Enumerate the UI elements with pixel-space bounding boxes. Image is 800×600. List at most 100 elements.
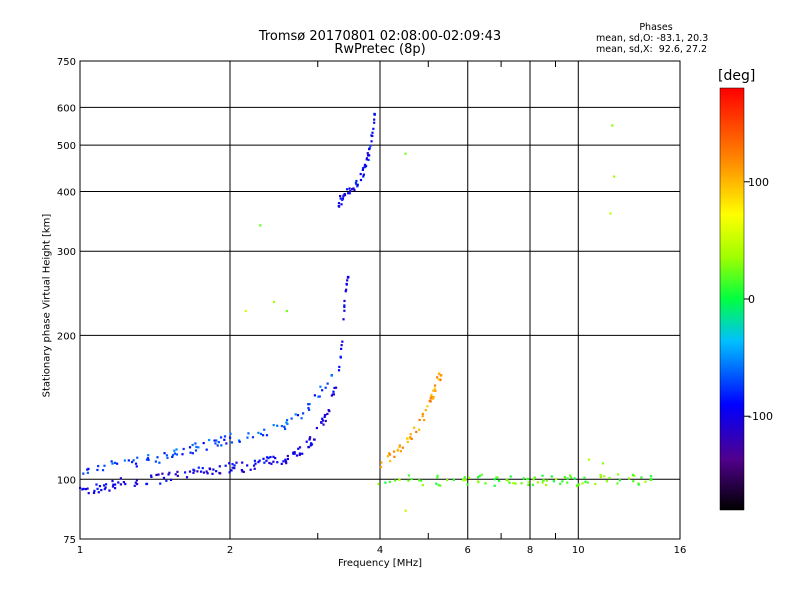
- scatter-point: [216, 444, 219, 447]
- scatter-point: [406, 437, 409, 440]
- scatter-point: [235, 461, 238, 464]
- scatter-point: [157, 473, 160, 476]
- scatter-point: [309, 436, 312, 439]
- scatter-point: [495, 476, 498, 479]
- scatter-point: [531, 483, 535, 487]
- scatter-point: [541, 481, 544, 484]
- scatter-point: [345, 288, 348, 291]
- scatter-point: [362, 175, 365, 178]
- scatter-point: [286, 457, 290, 461]
- x-tick-label: 10: [572, 545, 585, 556]
- scatter-point: [103, 464, 106, 467]
- scatter-point: [297, 447, 300, 450]
- scatter-point: [312, 438, 316, 441]
- scatter-point: [301, 412, 305, 415]
- scatter-point: [136, 456, 139, 459]
- scatter-point: [228, 436, 232, 439]
- scatter-point: [217, 441, 220, 444]
- scatter-point: [240, 468, 243, 472]
- scatter-point: [166, 456, 169, 460]
- scatter-point: [345, 188, 349, 191]
- scatter-point: [423, 418, 426, 422]
- scatter-point: [418, 428, 421, 431]
- x-axis-label: Frequency [MHz]: [337, 558, 423, 569]
- scatter-point: [133, 484, 136, 487]
- scatter-point: [193, 469, 196, 472]
- scatter-point: [215, 439, 218, 442]
- scatter-point: [409, 437, 412, 440]
- scatter-point: [477, 476, 480, 479]
- scatter-point: [253, 467, 256, 470]
- scatter-point: [429, 397, 432, 400]
- scatter-point: [343, 305, 346, 309]
- scatter-point: [282, 460, 285, 463]
- scatter-point: [228, 471, 231, 474]
- scatter-point: [586, 481, 589, 484]
- scatter-point: [435, 482, 438, 485]
- scatter-point: [280, 462, 283, 465]
- scatter-point: [167, 473, 170, 476]
- scatter-point: [223, 435, 227, 438]
- scatter-point: [371, 134, 374, 138]
- scatter-point: [134, 481, 137, 484]
- scatter-point: [272, 460, 275, 463]
- scatter-point: [213, 439, 216, 442]
- scatter-point: [220, 444, 223, 447]
- scatter-point: [188, 446, 192, 449]
- scatter-point: [117, 481, 120, 484]
- scatter-point: [135, 479, 139, 482]
- scatter-point: [355, 179, 358, 183]
- scatter-point: [242, 470, 245, 473]
- scatter-point: [251, 436, 255, 439]
- scatter-point: [249, 468, 252, 471]
- scatter-point: [241, 461, 244, 464]
- scatter-point: [373, 121, 376, 124]
- scatter-point: [134, 462, 138, 465]
- scatter-point: [404, 152, 407, 155]
- scatter-point: [308, 403, 311, 406]
- scatter-point: [194, 449, 198, 452]
- phase-stats-header: Phases: [639, 22, 673, 33]
- scatter-point: [466, 483, 469, 486]
- scatter-point: [437, 378, 440, 381]
- scatter-point: [320, 421, 323, 424]
- scatter-point: [163, 452, 166, 455]
- scatter-point: [202, 471, 206, 474]
- scatter-point: [233, 467, 236, 470]
- scatter-point: [421, 483, 424, 487]
- scatter-point: [341, 340, 344, 343]
- y-tick-label: 750: [57, 57, 76, 68]
- scatter-point: [284, 460, 288, 463]
- scatter-point: [640, 476, 643, 479]
- scatter-point: [464, 478, 467, 482]
- scatter-point: [149, 474, 153, 477]
- scatter-point: [345, 283, 348, 286]
- scatter-point: [113, 461, 117, 464]
- y-tick-label: 600: [57, 103, 76, 114]
- scatter-point: [201, 467, 204, 470]
- scatter-point: [322, 423, 325, 426]
- scatter-point: [97, 491, 100, 494]
- scatter-point: [92, 491, 96, 495]
- scatter-point: [514, 482, 517, 485]
- scatter-point: [224, 464, 227, 467]
- scatter-point: [199, 470, 203, 473]
- scatter-point: [145, 458, 149, 461]
- scatter-point: [307, 406, 310, 410]
- scatter-point: [113, 487, 117, 490]
- scatter-point: [536, 481, 539, 484]
- scatter-point: [191, 443, 194, 447]
- scatter-point: [274, 457, 277, 460]
- scatter-point: [175, 448, 178, 451]
- scatter-point: [409, 436, 412, 439]
- scatter-point: [162, 476, 166, 480]
- scatter-point: [265, 434, 269, 437]
- scatter-point: [124, 482, 127, 486]
- scatter-point: [339, 194, 342, 198]
- scatter-point: [467, 476, 471, 479]
- scatter-point: [283, 427, 287, 431]
- scatter-point: [104, 483, 108, 486]
- scatter-point: [119, 483, 123, 486]
- scatter-point: [173, 452, 176, 455]
